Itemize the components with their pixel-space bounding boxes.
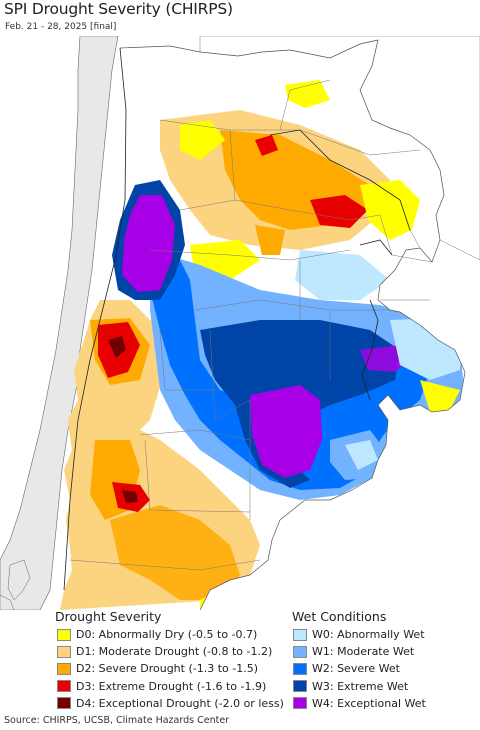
legend-label-d1: D1: Moderate Drought (-0.8 to -1.2)	[76, 645, 273, 659]
legend-item-w4: W4: Exceptional Wet	[293, 695, 426, 712]
source-credit: Source: CHIRPS, UCSB, Climate Hazards Ce…	[4, 715, 230, 726]
legend-label-w4: W4: Exceptional Wet	[312, 696, 426, 710]
legend-label-d4: D4: Exceptional Drought (-2.0 or less)	[76, 696, 284, 710]
legend-item-d4: D4: Exceptional Drought (-2.0 or less)	[57, 695, 284, 712]
wet-legend-heading: Wet Conditions	[292, 609, 387, 624]
legend-swatch-d3	[57, 680, 71, 693]
drought-map	[0, 36, 480, 610]
legend-item-d3: D3: Extreme Drought (-1.6 to -1.9)	[57, 678, 284, 695]
legend-swatch-w2	[293, 662, 307, 675]
legend-label-w3: W3: Extreme Wet	[312, 679, 409, 693]
legend-label-d0: D0: Abnormally Dry (-0.5 to -0.7)	[76, 628, 258, 642]
map-subtitle: Feb. 21 - 28, 2025 [final]	[5, 22, 117, 32]
legend-item-d2: D2: Severe Drought (-1.3 to -1.5)	[57, 660, 284, 677]
legend-item-w1: W1: Moderate Wet	[293, 643, 426, 660]
legend-item-d1: D1: Moderate Drought (-0.8 to -1.2)	[57, 643, 284, 660]
legend-label-w1: W1: Moderate Wet	[312, 645, 415, 659]
legend-swatch-d4	[57, 697, 71, 710]
legend-item-w3: W3: Extreme Wet	[293, 678, 426, 695]
legend-label-w0: W0: Abnormally Wet	[312, 628, 425, 642]
legend-swatch-d1	[57, 645, 71, 658]
legend-label-d3: D3: Extreme Drought (-1.6 to -1.9)	[76, 679, 267, 693]
wet-legend: W0: Abnormally Wet W1: Moderate Wet W2: …	[293, 626, 426, 712]
map-title: SPI Drought Severity (CHIRPS)	[4, 0, 233, 18]
legend-swatch-d2	[57, 662, 71, 675]
legend-swatch-w4	[293, 697, 307, 710]
legend-swatch-d0	[57, 628, 71, 641]
drought-legend-heading: Drought Severity	[55, 609, 162, 624]
legend-item-w0: W0: Abnormally Wet	[293, 626, 426, 643]
legend-item-w2: W2: Severe Wet	[293, 660, 426, 677]
drought-legend: D0: Abnormally Dry (-0.5 to -0.7) D1: Mo…	[57, 626, 284, 712]
legend-swatch-w1	[293, 645, 307, 658]
legend-item-d0: D0: Abnormally Dry (-0.5 to -0.7)	[57, 626, 284, 643]
legend-swatch-w3	[293, 680, 307, 693]
legend-swatch-w0	[293, 628, 307, 641]
legend-label-w2: W2: Severe Wet	[312, 662, 400, 676]
legend-label-d2: D2: Severe Drought (-1.3 to -1.5)	[76, 662, 259, 676]
